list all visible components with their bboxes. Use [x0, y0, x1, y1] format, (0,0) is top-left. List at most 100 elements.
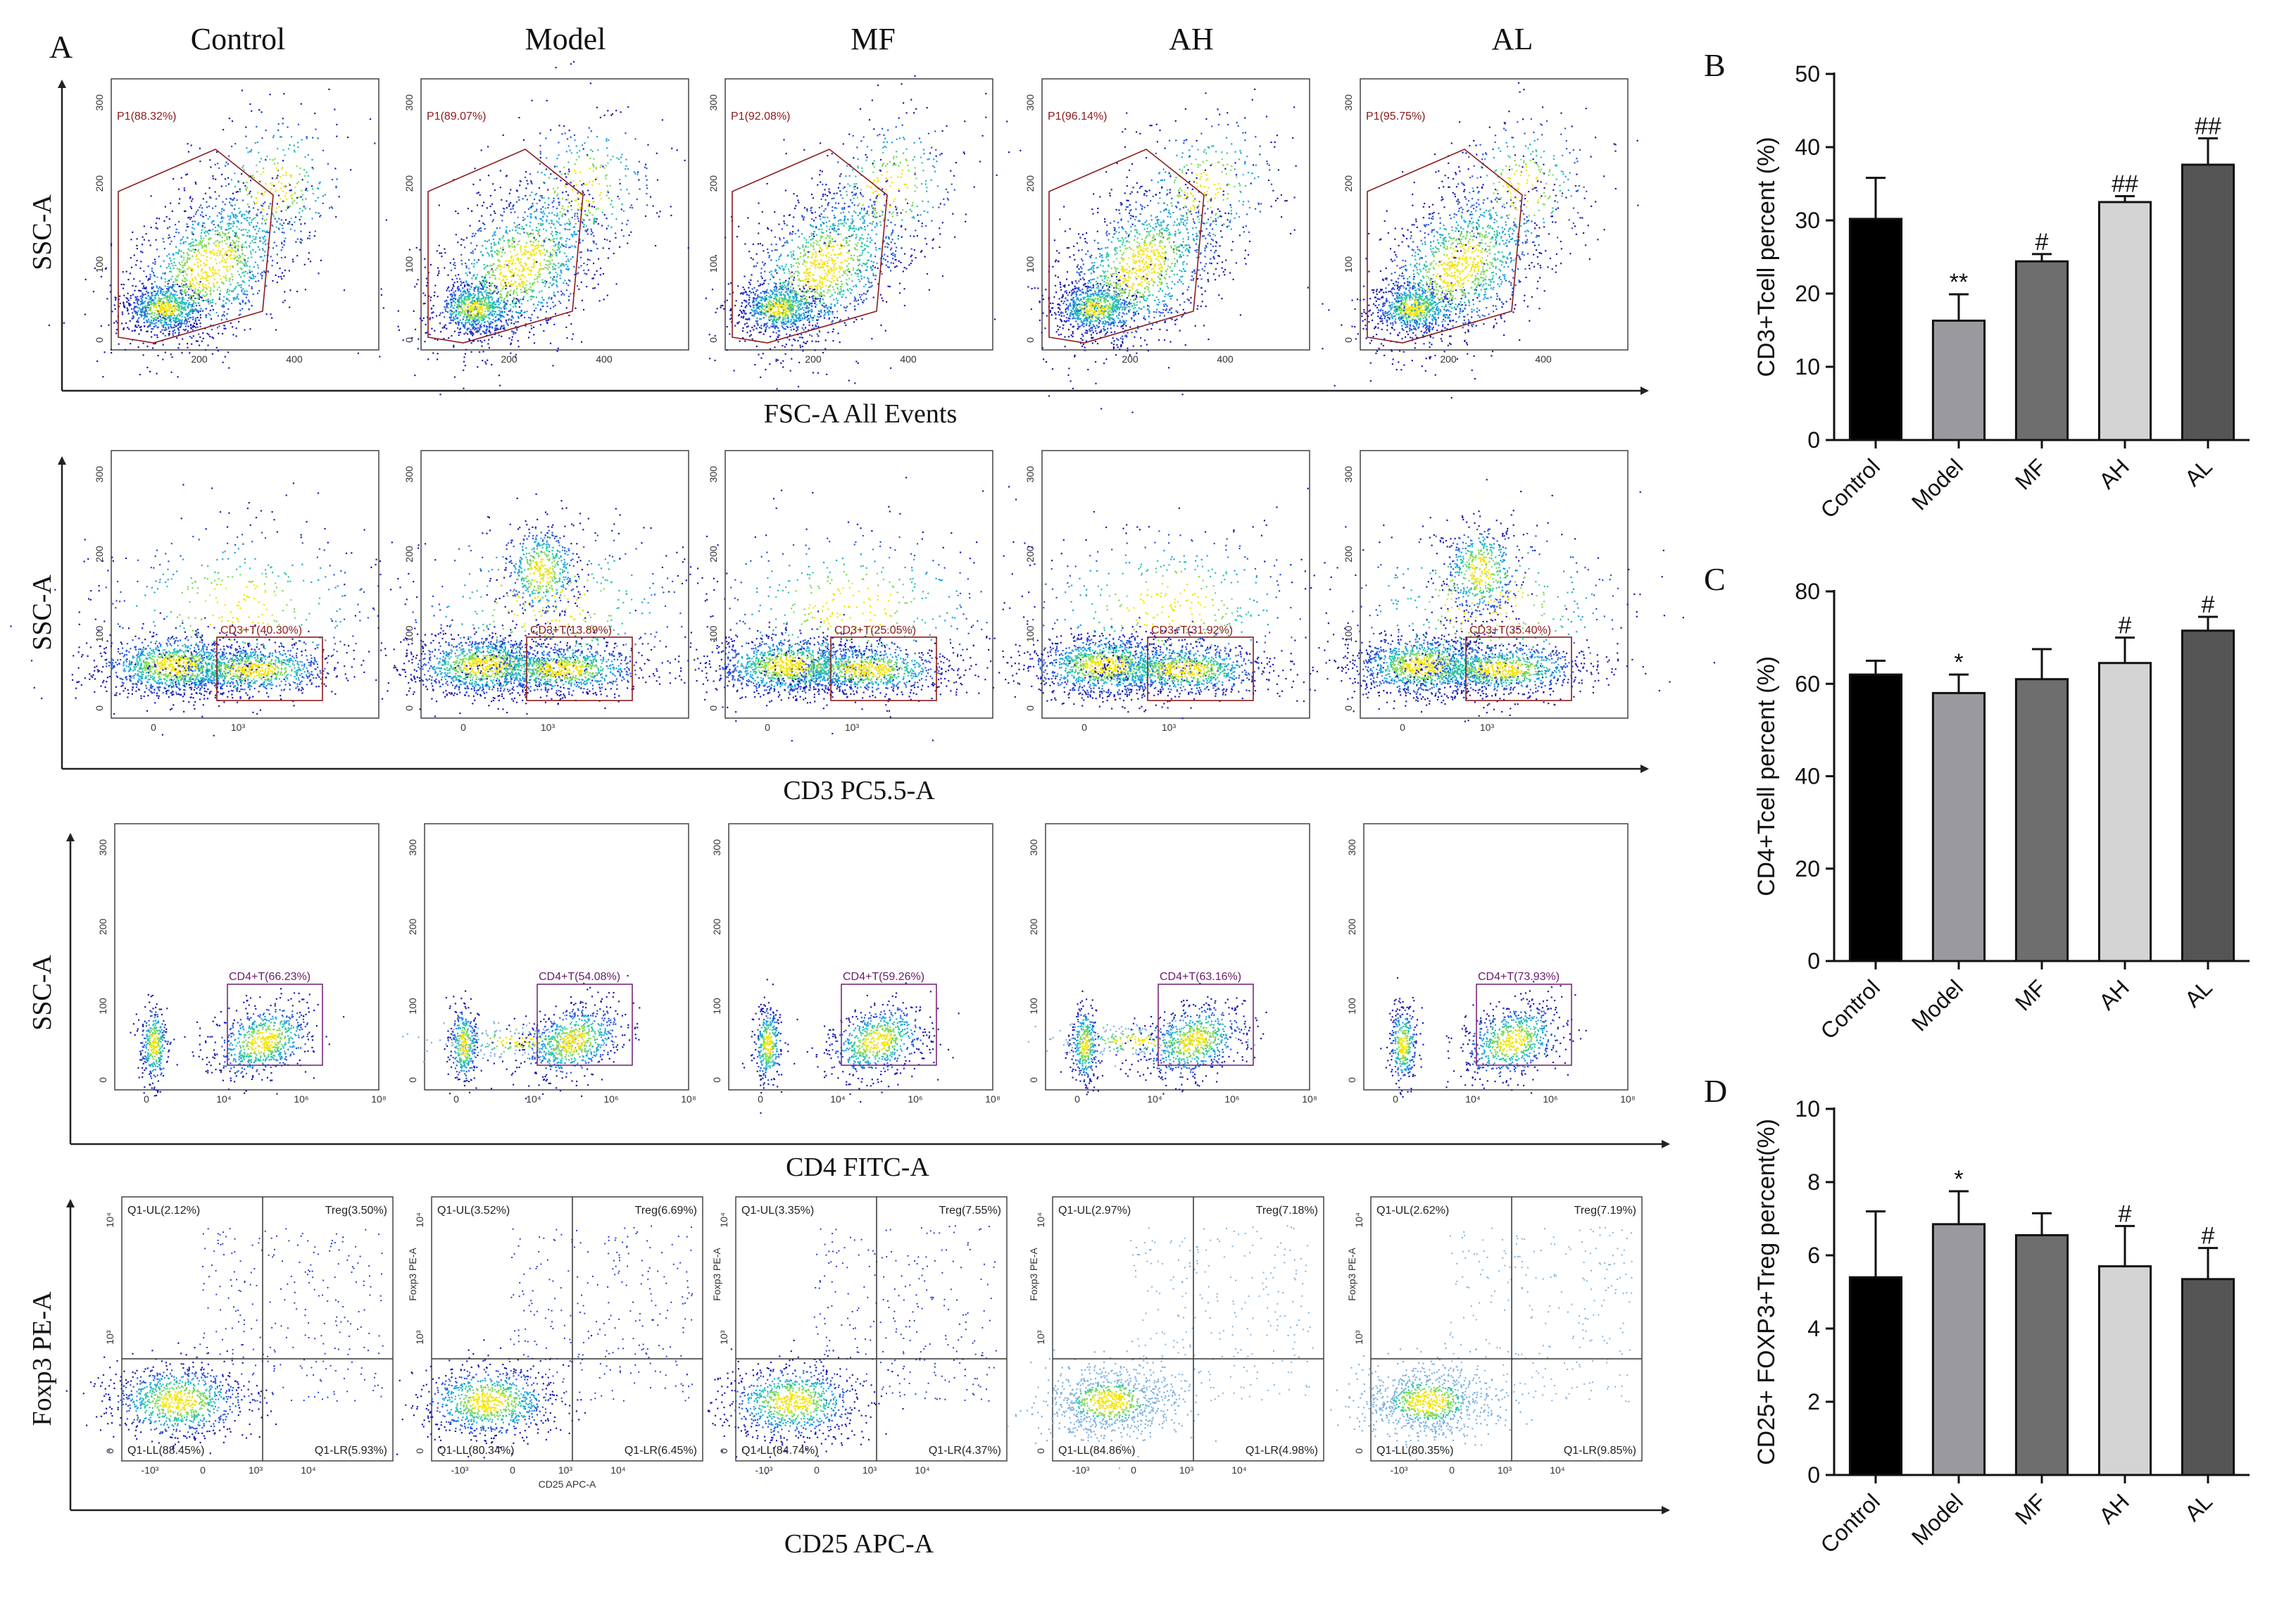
- y-tick-label: 2: [1807, 1389, 1820, 1414]
- cd4-gate: [1476, 984, 1572, 1066]
- scatter-y-tick: 200: [94, 175, 105, 192]
- y-tick-label: 20: [1795, 281, 1820, 306]
- scatter-frame: [724, 450, 993, 719]
- scatter-x-tick: 400: [286, 353, 303, 365]
- y-tick-label: 6: [1807, 1243, 1820, 1268]
- scatter-frame: [121, 1196, 394, 1462]
- scatter-y-tick: 200: [403, 175, 415, 192]
- y-tick-label: 20: [1795, 856, 1820, 881]
- scatter-x-tick: 10⁴: [1231, 1464, 1247, 1476]
- scatter-y-tick: 10³: [1035, 1330, 1046, 1345]
- scatter-row4-al: 0 10³ 10⁴ Q1-UL(2.62%) Treg(7.19%) Q1-LL(80.3…: [1298, 1196, 1643, 1476]
- bar-mf: [2014, 1233, 2069, 1476]
- scatter-y-tick: 0: [97, 1077, 108, 1083]
- scatter-x-tick: 400: [596, 353, 613, 365]
- scatter-y-tick: 200: [97, 918, 108, 935]
- scatter-x-tick: 0: [144, 1093, 149, 1105]
- scatter-x-tick: 200: [805, 353, 822, 365]
- p1-gate: [1048, 149, 1205, 344]
- scatter-x-tick: 10⁶: [908, 1093, 922, 1105]
- scatter-y-tick: 0: [1024, 337, 1036, 343]
- p1-gate: [427, 149, 584, 344]
- bar-chart-b: 0 10 20 30 40 50 CD3+Tcell percent (%) Control *…: [1753, 61, 2250, 523]
- scatter-row1-control: 0 100 200 300 P1(88.32%) 200 400: [48, 78, 437, 378]
- gate-label: P1(88.32%): [117, 111, 177, 123]
- bar-ah: [2097, 201, 2152, 441]
- y-tick-label: 0: [1807, 427, 1820, 453]
- scatter-row1-model: 0 100 200 300 P1(89.07%) 200 400: [357, 61, 689, 396]
- y-axis-label: CD25+ FOXP3+Treg percent(%): [1753, 1119, 1780, 1465]
- scatter-y-tick: 300: [711, 839, 722, 856]
- cd4-gate: [1158, 984, 1254, 1066]
- scatter-y-tick: 300: [94, 94, 105, 111]
- scatter-x-tick: 10³: [1179, 1464, 1194, 1476]
- scatter-y-tick: 200: [403, 546, 415, 563]
- scatter-x-tick: 10⁶: [1224, 1093, 1239, 1105]
- cd3-gate: [1147, 636, 1254, 701]
- scatter-x-tick: 10³: [1498, 1464, 1512, 1476]
- scatter-row1-mf: 0 100 200 300 P1(92.08%) 200 400: [705, 75, 1022, 390]
- scatter-x-tick: 400: [900, 353, 917, 365]
- y-axis-label: CD3+Tcell percent (%): [1753, 137, 1780, 377]
- scatter-x-tick: -10³: [451, 1464, 469, 1476]
- scatter-x-tick: -10³: [142, 1464, 159, 1476]
- scatter-y-tick: 100: [1024, 256, 1036, 273]
- scatter-y-tick: 200: [1343, 546, 1354, 563]
- x-tick-label: AH: [2094, 1488, 2134, 1528]
- scatter-row4-control: 0 10³ 10⁴ Q1-UL(2.12%) Treg(3.50%) Q1-LL(88.4…: [65, 1196, 394, 1476]
- gate-label: CD4+T(73.93%): [1478, 971, 1560, 983]
- y-tick-label: 40: [1795, 134, 1820, 160]
- scatter-y-tick: 100: [711, 998, 722, 1015]
- x-tick-label: AH: [2094, 453, 2134, 494]
- scatter-y-tick: 100: [407, 998, 418, 1015]
- quadrant-ul-label: Q1-UL(3.35%): [741, 1205, 814, 1217]
- scatter-y-tick: 0: [718, 1448, 729, 1454]
- scatter-y-tick: 100: [1343, 625, 1354, 642]
- gate-label: P1(95.75%): [1366, 111, 1426, 123]
- gate-label: CD4+T(66.23%): [229, 971, 310, 983]
- x-tick-label: MF: [2010, 974, 2051, 1015]
- scatter-x-tick: 0: [510, 1464, 515, 1476]
- scatter-x-tick: 10⁴: [1465, 1093, 1481, 1105]
- row2-y-label: SSC-A: [27, 575, 57, 651]
- scatter-row1-al: 0 100 200 300 P1(95.75%) 200 400: [1307, 78, 1639, 399]
- scatter-x-tick: 10³: [845, 722, 860, 733]
- y-tick-label: 0: [1807, 1462, 1820, 1488]
- y-tick-label: 40: [1795, 764, 1820, 789]
- row1-axes: [58, 80, 1649, 395]
- significance-mark: ##: [2112, 171, 2138, 198]
- scatter-y-tick: 10⁴: [104, 1212, 115, 1228]
- flow-cytometry-panels: 0 100 200 300 P1(88.32%) 200 400 0 100 200 300 P1(8…: [10, 61, 1715, 1490]
- x-tick-label: AL: [2180, 974, 2217, 1012]
- scatter-x-tick: 10³: [231, 722, 246, 733]
- scatter-x-tick: -10³: [1391, 1464, 1408, 1476]
- scatter-row3-ah: 0 100 200 300 CD4+T(63.16%) 0 10⁴ 10⁶ 10⁸: [1027, 823, 1317, 1105]
- p1-gate: [118, 149, 274, 344]
- cd3-gate: [526, 636, 633, 701]
- x-tick-label: AL: [2180, 1488, 2217, 1526]
- panel-label-b: B: [1704, 47, 1726, 83]
- group-header-mf: MF: [851, 22, 896, 56]
- cd3-gate: [1465, 636, 1572, 701]
- scatter-x-tick: 10⁶: [1543, 1093, 1557, 1105]
- x-tick-label: Control: [1816, 453, 1885, 522]
- row4-x-label: CD25 APC-A: [784, 1529, 934, 1559]
- scatter-y-tick: 0: [403, 705, 415, 711]
- y-tick-label: 10: [1795, 354, 1820, 379]
- scatter-x-tick: 10⁴: [1147, 1093, 1162, 1105]
- scatter-y-tick: 200: [94, 546, 105, 563]
- scatter-frame: [424, 823, 689, 1091]
- scatter-x-tick: 10³: [541, 722, 556, 733]
- bar-chart-d: 0 2 4 6 8 10 CD25+ FOXP3+Treg percent(%) Contro…: [1753, 1096, 2250, 1558]
- scatter-x-tick: 10⁴: [526, 1093, 541, 1105]
- scatter-x-tick: 200: [191, 353, 208, 365]
- y-tick-label: 10: [1795, 1096, 1820, 1122]
- scatter-x-tick: -10³: [755, 1464, 773, 1476]
- quadrant-lr-label: Q1-LR(4.98%): [1246, 1445, 1318, 1457]
- group-header-model: Model: [525, 22, 606, 56]
- scatter-y-tick: 0: [414, 1448, 425, 1454]
- scatter-x-tick: 10⁴: [301, 1464, 316, 1476]
- scatter-x-tick: 10⁶: [294, 1093, 308, 1105]
- scatter-x-tick: -10³: [1072, 1464, 1090, 1476]
